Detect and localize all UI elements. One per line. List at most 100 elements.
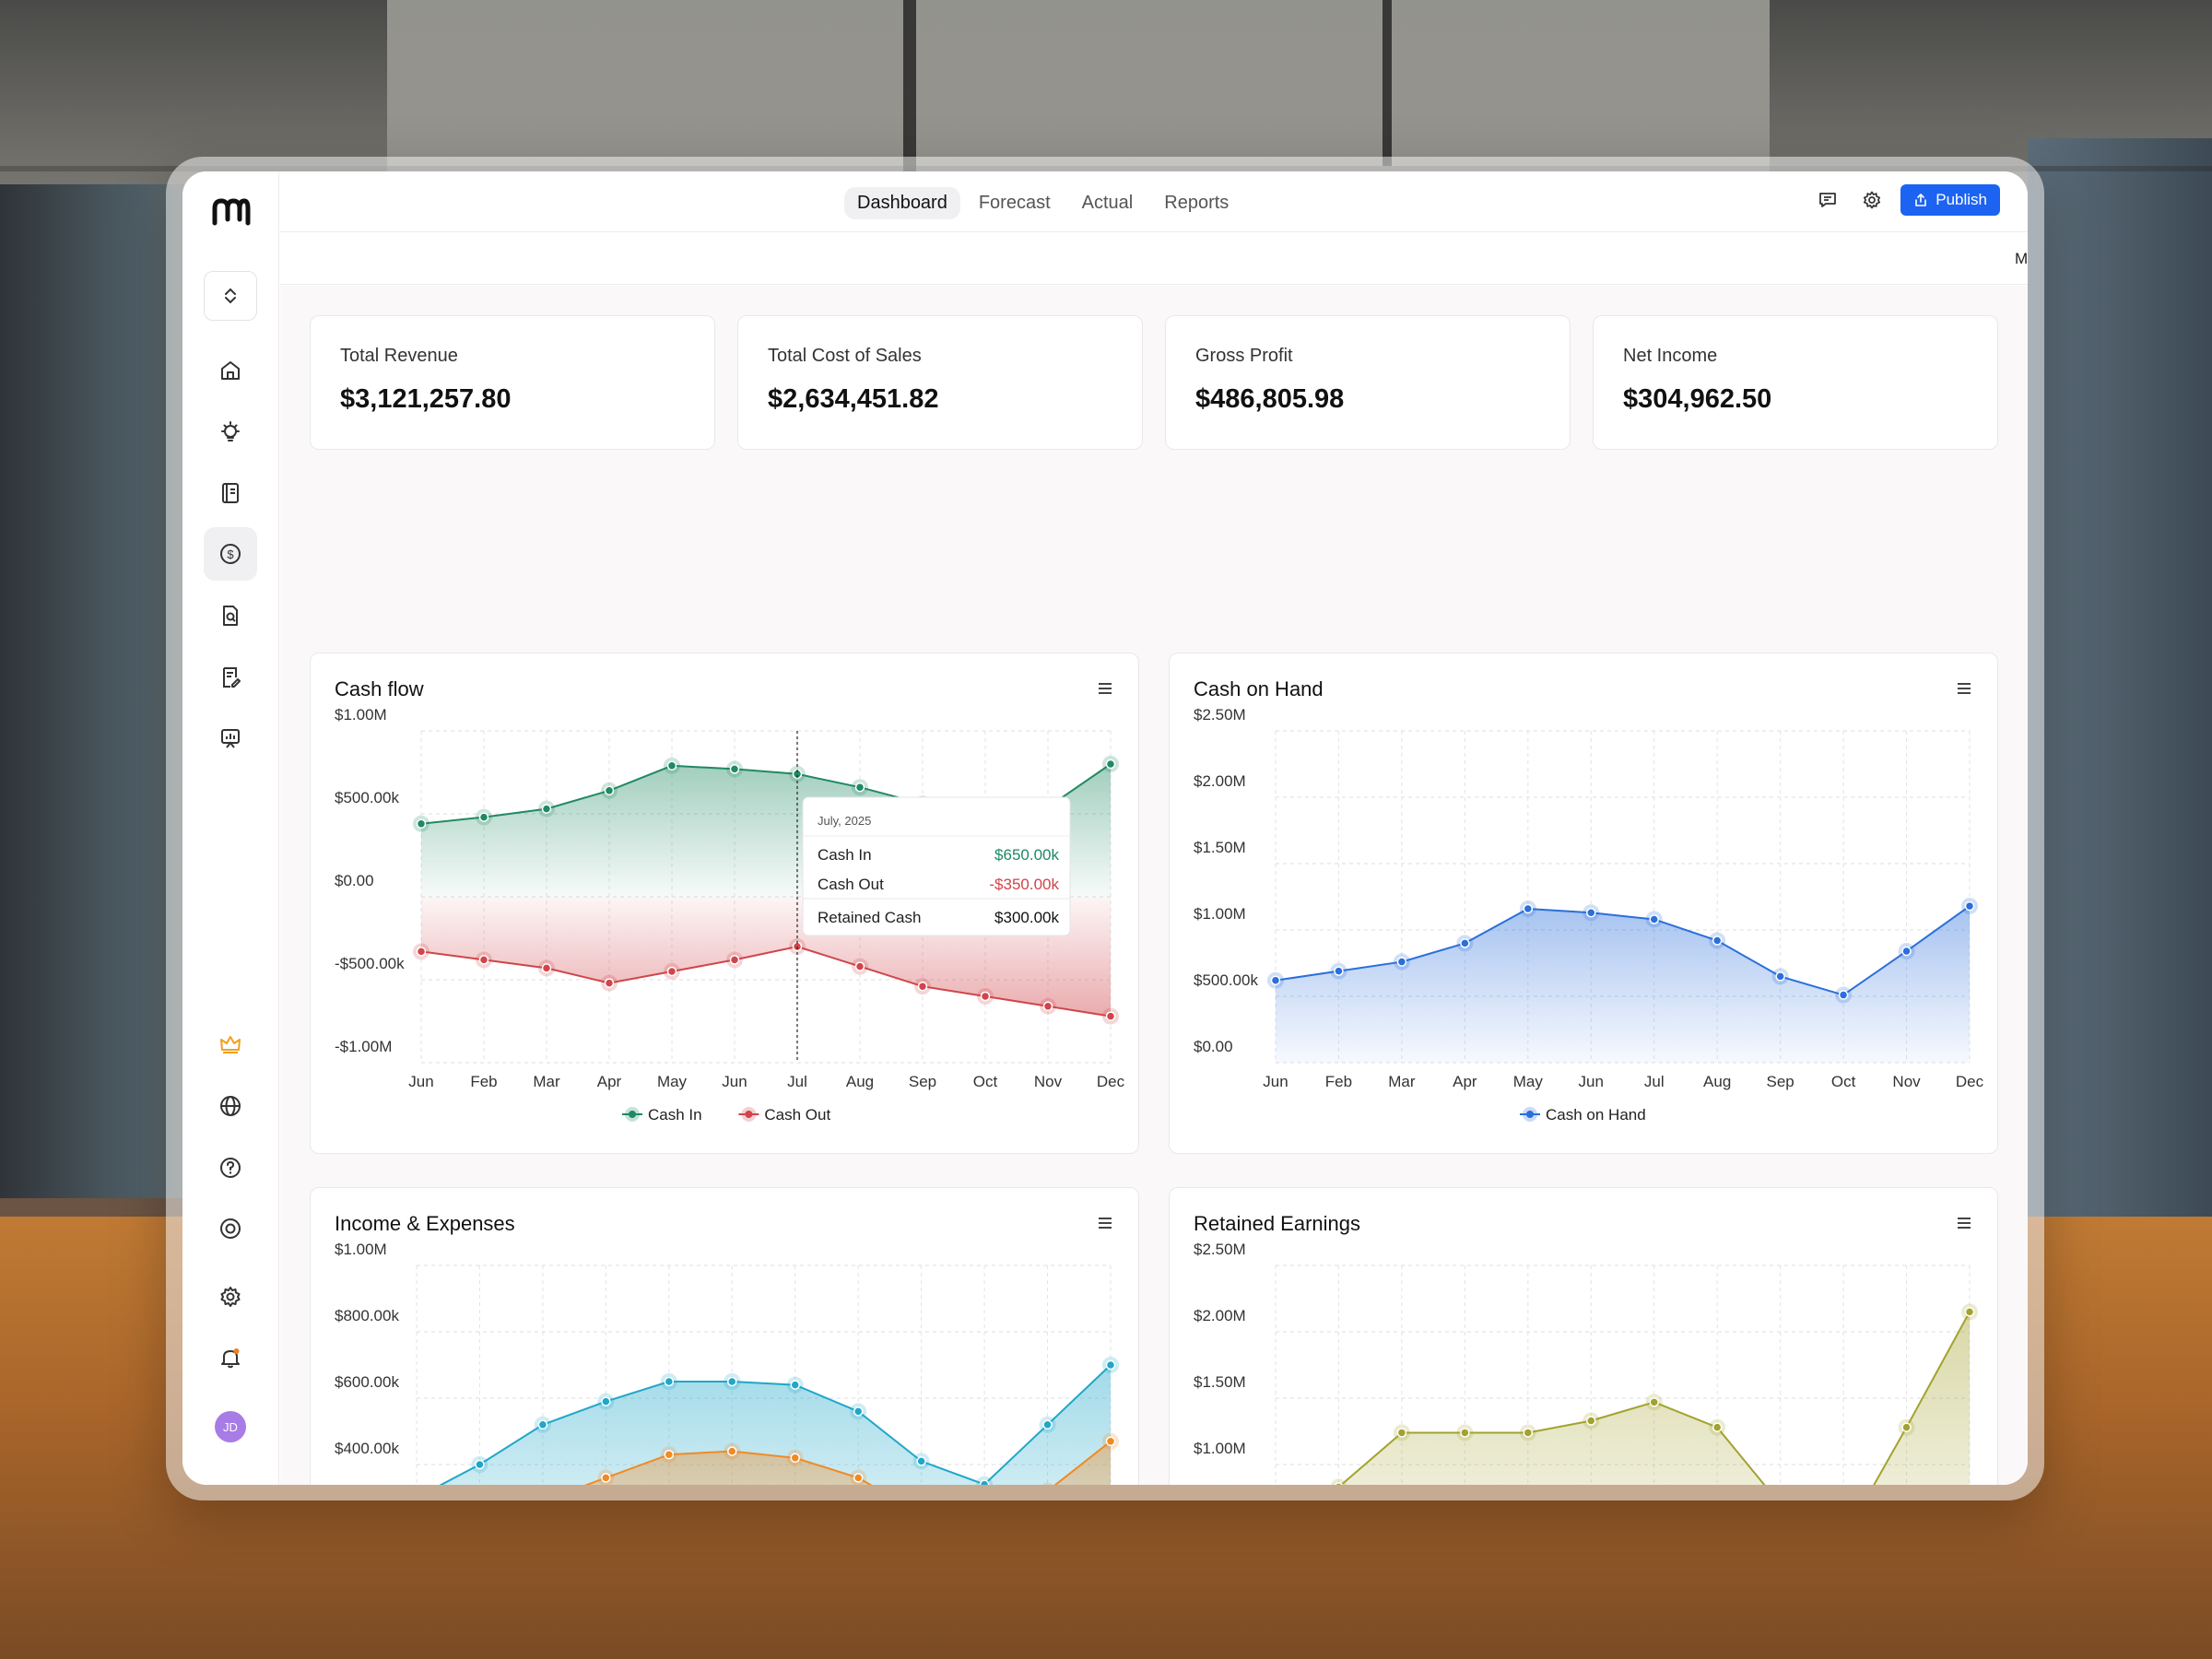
gear-icon [1864, 191, 1881, 209]
kpi-label: Total Cost of Sales [768, 346, 922, 366]
avatar[interactable]: JD [215, 1411, 246, 1442]
dashboard-content: Total Revenue $3,121,257.80 Total Cost o… [280, 286, 2028, 1485]
publish-label: Publish [1936, 191, 1987, 208]
nav-premium[interactable] [204, 1018, 257, 1071]
y-tick-label: $1.00M [335, 706, 387, 724]
data-point [537, 1419, 548, 1430]
series-line [439, 1364, 1112, 1485]
menu-icon[interactable] [1955, 679, 1973, 698]
kpi-label: Gross Profit [1195, 346, 1293, 366]
sidebar-toggle-button[interactable] [204, 271, 257, 321]
lightbulb-icon [221, 421, 240, 441]
document-edit-icon [223, 667, 241, 688]
nav-notifications[interactable] [204, 1331, 257, 1384]
nav-support[interactable] [204, 1202, 257, 1255]
settings-button[interactable] [1856, 184, 1888, 216]
x-tick-label: Feb [470, 1073, 497, 1090]
income-expenses-chart: $1.00M$800.00k$600.00k$400.00k$200.00k$0… [335, 1241, 1119, 1485]
nav-ideas[interactable] [204, 406, 257, 459]
data-point [1586, 1416, 1596, 1426]
tab-actual[interactable]: Actual [1081, 193, 1134, 213]
x-tick-label: Mar [1388, 1073, 1416, 1090]
series-line [583, 1441, 1112, 1485]
chart-title: Cash flow [335, 677, 424, 700]
data-point [541, 963, 552, 973]
chevrons-updown-icon [225, 288, 236, 304]
nav-tabs: Dashboard Forecast Actual Reports [844, 187, 1241, 219]
nav-help[interactable] [204, 1141, 257, 1194]
top-bar: Dashboard Forecast Actual Reports Publis… [280, 171, 2028, 232]
tab-reports[interactable]: Reports [1164, 193, 1230, 213]
legend-label: Cash on Hand [1546, 1106, 1646, 1124]
x-tick-label: Sep [1767, 1073, 1794, 1090]
x-tick-label: Feb [1325, 1073, 1352, 1090]
nav-ledger[interactable] [204, 466, 257, 520]
data-point [854, 782, 865, 793]
series-area [1276, 906, 1970, 1063]
nav-presentations[interactable] [204, 712, 257, 765]
data-point [1901, 946, 1912, 957]
data-point [790, 1380, 800, 1390]
menu-icon[interactable] [1955, 1214, 1973, 1232]
data-point [664, 1449, 675, 1460]
filter-bar: Monthly 2025 [280, 233, 2028, 285]
data-point [416, 947, 427, 957]
data-point [1105, 759, 1116, 770]
nav-home[interactable] [204, 344, 257, 397]
nav-audit[interactable] [204, 589, 257, 642]
data-point [1334, 966, 1344, 976]
data-point [1042, 1419, 1053, 1430]
comments-button[interactable] [1812, 184, 1843, 216]
data-point [727, 1446, 737, 1456]
kpi-value: $486,805.98 [1195, 384, 1345, 414]
data-point [1460, 938, 1470, 948]
data-point [1523, 1428, 1534, 1438]
data-point [666, 760, 677, 771]
data-point [478, 955, 489, 965]
x-tick-label: May [1513, 1073, 1544, 1090]
kpi-card: Net Income $304,962.50 [1593, 315, 1998, 450]
x-tick-label: Oct [973, 1073, 998, 1090]
data-point [1396, 1428, 1407, 1438]
y-tick-label: $2.50M [1194, 1241, 1246, 1258]
tab-dashboard[interactable]: Dashboard [844, 187, 960, 219]
cash-flow-chart: $1.00M $500.00k $0.00 -$500.00k -$1.00M Jun Fe… [335, 706, 1125, 1124]
menu-icon[interactable] [1096, 1214, 1114, 1232]
menu-icon[interactable] [1096, 679, 1114, 698]
tab-forecast[interactable]: Forecast [978, 193, 1051, 213]
globe-icon [220, 1096, 241, 1116]
nav-finance[interactable]: $ [204, 527, 257, 581]
x-tick-label: Aug [1703, 1073, 1731, 1090]
nav-invoices[interactable] [204, 651, 257, 704]
kpi-card: Total Revenue $3,121,257.80 [310, 315, 715, 450]
x-tick-label: Aug [846, 1073, 874, 1090]
tooltip-box [802, 796, 1071, 936]
svg-text:$: $ [227, 547, 234, 561]
data-point [917, 981, 928, 992]
period-select[interactable]: Monthly [2015, 250, 2028, 268]
y-tick-label: -$1.00M [335, 1038, 392, 1055]
publish-button[interactable]: Publish [1900, 184, 2000, 216]
nav-language[interactable] [204, 1079, 257, 1133]
y-tick-label: $1.50M [1194, 1373, 1246, 1391]
tooltip-total-label: Retained Cash [818, 909, 921, 926]
y-tick-label: $400.00k [335, 1440, 399, 1457]
x-tick-label: Dec [1956, 1073, 1984, 1090]
share-icon [1915, 194, 1927, 206]
data-point [601, 1396, 611, 1406]
x-tick-label: Jul [1644, 1073, 1665, 1090]
nav-settings[interactable] [204, 1270, 257, 1324]
y-tick-label: -$500.00k [335, 955, 405, 972]
y-tick-label: $1.00M [1194, 905, 1246, 923]
data-point [853, 1406, 864, 1417]
data-point [1105, 1011, 1116, 1021]
tooltip-row-label: Cash Out [818, 876, 884, 893]
data-point [980, 991, 991, 1002]
y-tick-label: $0.00 [335, 872, 374, 889]
data-point [475, 1459, 485, 1470]
help-icon [220, 1158, 241, 1178]
x-tick-label: Jun [722, 1073, 747, 1090]
kpi-label: Total Revenue [340, 346, 458, 366]
data-point [1334, 1482, 1344, 1485]
tooltip-date: July, 2025 [818, 814, 871, 828]
